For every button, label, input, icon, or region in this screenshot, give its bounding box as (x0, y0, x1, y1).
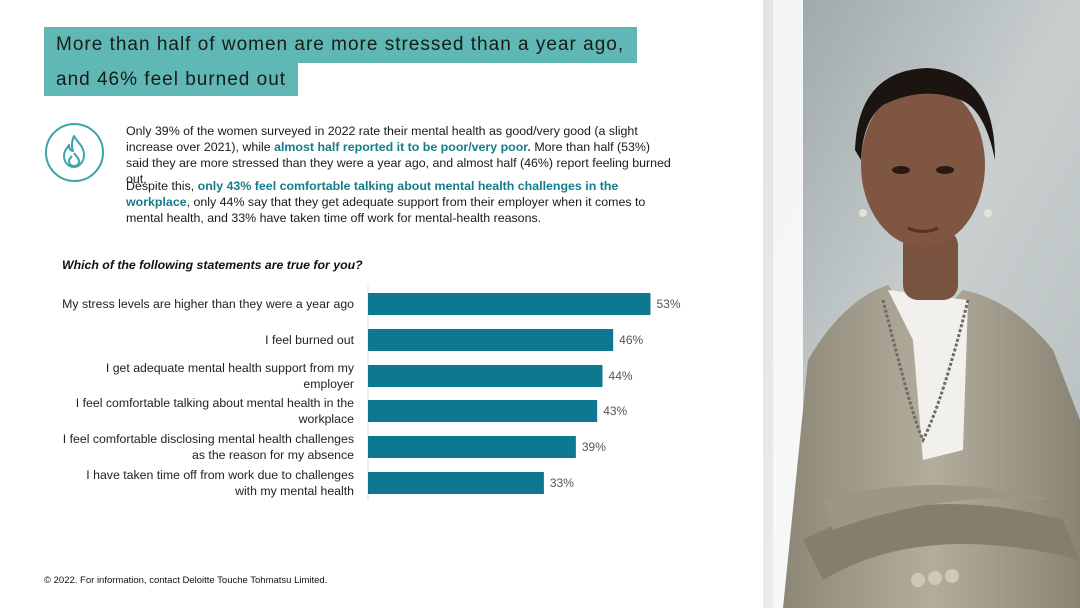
data-label-4: 43% (603, 404, 627, 418)
bar-4 (368, 400, 598, 422)
bar-1 (368, 293, 651, 315)
chart-question: Which of the following statements are tr… (62, 258, 363, 272)
category-label-line: I have taken time off from work due to c… (86, 468, 354, 482)
flame-icon (45, 123, 104, 182)
page-title-line-2: and 46% feel burned out (44, 63, 298, 96)
highlight-poor-mental-health: almost half reported it to be poor/very … (274, 140, 531, 154)
category-label-line: I feel burned out (265, 333, 354, 347)
data-label-3: 44% (609, 369, 633, 383)
intro-paragraph-2: Despite this, only 43% feel comfortable … (126, 179, 646, 225)
bar-5 (368, 436, 576, 458)
intro-paragraph-1: Only 39% of the women surveyed in 2022 r… (126, 124, 671, 186)
category-label-1: My stress levels are higher than they we… (14, 296, 354, 312)
data-label-1: 53% (656, 297, 680, 311)
bar-2 (368, 329, 614, 351)
copyright-footer: © 2022. For information, contact Deloitt… (44, 575, 328, 586)
data-label-5: 39% (582, 440, 606, 454)
highlight-comfortable-talking: only 43% feel comfortable talking about … (126, 179, 619, 209)
category-label-line: I feel comfortable talking about mental … (75, 396, 354, 410)
data-label-2: 46% (619, 333, 643, 347)
category-label-line: as the reason for my absence (192, 448, 354, 462)
category-label-line: My stress levels are higher than they we… (62, 297, 354, 311)
category-label-5: I feel comfortable disclosing mental hea… (14, 431, 354, 463)
category-label-line: workplace (298, 412, 354, 426)
bar-chart: 53% 46% 44% 43% 39% 33% (367, 286, 681, 501)
category-label-line: I feel comfortable disclosing mental hea… (62, 432, 354, 446)
portrait-photo (763, 0, 1080, 608)
bar-6 (368, 472, 544, 494)
category-label-line: employer (303, 377, 354, 391)
category-label-6: I have taken time off from work due to c… (14, 467, 354, 499)
data-label-6: 33% (550, 476, 574, 490)
category-label-3: I get adequate mental health support fro… (14, 360, 354, 392)
bar-3 (368, 365, 603, 387)
page-title-line-1: More than half of women are more stresse… (44, 27, 637, 63)
category-label-2: I feel burned out (14, 332, 354, 348)
category-label-line: with my mental health (235, 484, 354, 498)
category-label-4: I feel comfortable talking about mental … (14, 395, 354, 427)
category-label-line: I get adequate mental health support fro… (105, 361, 354, 375)
